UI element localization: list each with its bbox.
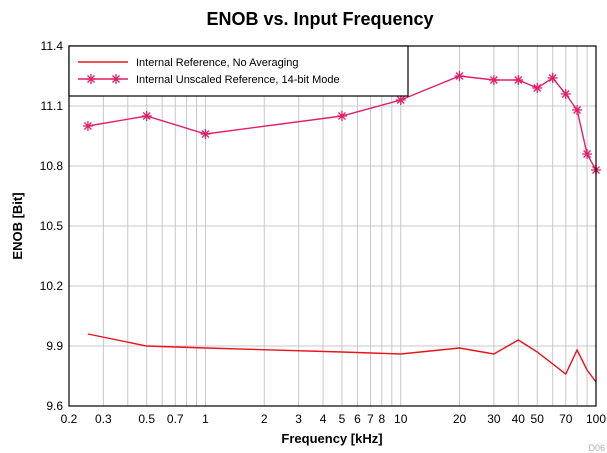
chart-title: ENOB vs. Input Frequency [206, 9, 433, 29]
series-2-point [572, 105, 583, 115]
marker-stroke [201, 130, 210, 138]
x-tick-label: 0.3 [95, 412, 112, 426]
x-tick-label: 5 [339, 412, 346, 426]
series-markers [82, 71, 601, 175]
series-2-point [582, 149, 593, 159]
series-2-point [336, 111, 347, 121]
x-tick-label: 20 [453, 412, 467, 426]
y-tick-label: 11.1 [41, 99, 64, 113]
x-tick-label: 0.2 [61, 412, 78, 426]
series-2-point [454, 71, 465, 81]
marker-stroke [87, 75, 95, 83]
marker-stroke [396, 96, 405, 104]
x-tick-label: 3 [295, 412, 302, 426]
y-axis-title: ENOB [Bit] [10, 192, 25, 259]
marker-stroke [583, 150, 592, 158]
series-2-point [532, 83, 543, 93]
legend-marker [86, 74, 96, 84]
marker-stroke [561, 90, 570, 98]
x-tick-labels: 0.2 0.3 0.5 0.7 1 2 3 4 5 6 7 8 10 20 30 40 50 70 100 [61, 412, 607, 426]
legend-label-series-2: Internal Unscaled Reference, 14-bit Mode [136, 74, 340, 86]
x-axis-title: Frequency [kHz] [281, 431, 382, 446]
x-tick-label: 7 [367, 412, 374, 426]
series-2-point [560, 89, 571, 99]
x-tick-label: 4 [320, 412, 327, 426]
series-2-point [547, 73, 558, 83]
x-tick-label: 0.7 [167, 412, 184, 426]
legend: Internal Reference, No Averaging Interna… [68, 45, 409, 97]
marker-stroke [455, 72, 464, 80]
y-tick-label: 10.5 [40, 219, 64, 233]
y-tick-label: 10.8 [40, 159, 64, 173]
legend-box [68, 45, 409, 97]
x-tick-label: 6 [354, 412, 361, 426]
marker-stroke [489, 76, 498, 84]
x-tick-label: 1 [202, 412, 209, 426]
watermark: D06 [588, 443, 605, 453]
marker-stroke [573, 106, 582, 114]
legend-label-series-1: Internal Reference, No Averaging [136, 57, 298, 69]
x-tick-label: 10 [394, 412, 408, 426]
marker-stroke [548, 74, 557, 82]
x-tick-label: 30 [487, 412, 501, 426]
marker-stroke [142, 112, 151, 120]
legend-marker [111, 74, 121, 84]
y-tick-label: 10.2 [40, 279, 64, 293]
x-tick-label: 8 [378, 412, 385, 426]
x-tick-label: 2 [261, 412, 268, 426]
series-2-point [141, 111, 152, 121]
series-2-point [395, 95, 406, 105]
legend-markers-series-2 [86, 74, 121, 84]
y-tick-label: 11.4 [41, 39, 64, 53]
x-tick-label: 100 [586, 412, 606, 426]
x-tick-label: 70 [559, 412, 573, 426]
marker-stroke [112, 75, 120, 83]
series-1-line [87, 333, 597, 383]
marker-stroke [514, 76, 523, 84]
y-tick-label: 9.6 [46, 399, 63, 413]
marker-stroke [338, 112, 346, 120]
y-tick-labels: 9.6 9.9 10.2 10.5 10.8 11.1 11.4 [40, 39, 64, 413]
series-2-point [488, 75, 499, 85]
x-tick-label: 40 [512, 412, 526, 426]
x-tick-label: 0.5 [138, 412, 155, 426]
marker-stroke [533, 84, 542, 92]
series-2-point [513, 75, 524, 85]
marker-stroke [83, 122, 92, 130]
y-tick-label: 9.9 [46, 339, 63, 353]
series-2-point [82, 121, 93, 131]
series-2-point [200, 129, 211, 139]
x-tick-label: 50 [531, 412, 545, 426]
